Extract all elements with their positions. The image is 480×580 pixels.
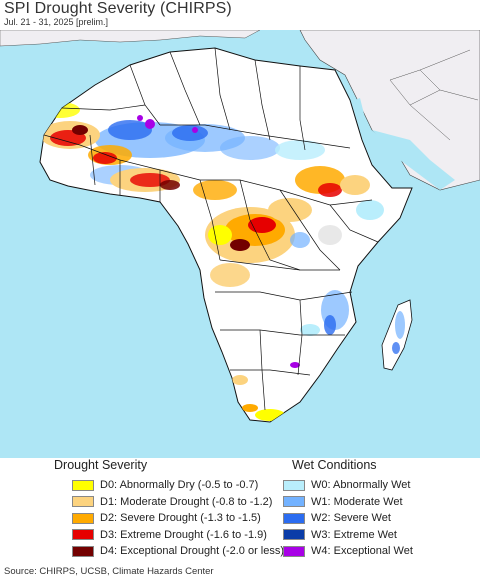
drought-legend-item: D2: Severe Drought (-1.3 to -1.5)	[72, 511, 261, 525]
drought-legend-item: D0: Abnormally Dry (-0.5 to -0.7)	[72, 478, 258, 492]
map-title: SPI Drought Severity (CHIRPS)	[4, 0, 232, 17]
wet-legend-item: W1: Moderate Wet	[283, 495, 403, 509]
wet-swatch	[283, 529, 305, 540]
map-canvas	[0, 30, 480, 423]
africa-spi-map	[0, 30, 480, 458]
wet-legend-label: W1: Moderate Wet	[311, 495, 403, 508]
wet-legend-item: W0: Abnormally Wet	[283, 478, 410, 492]
wet-swatch	[283, 512, 305, 524]
drought-legend-item: D4: Exceptional Drought (-2.0 or less)	[72, 544, 284, 558]
drought-swatch	[72, 545, 94, 557]
source-credit: Source: CHIRPS, UCSB, Climate Hazards Ce…	[4, 566, 214, 577]
wet-swatch	[283, 545, 305, 557]
drought-legend-label: D1: Moderate Drought (-0.8 to -1.2)	[100, 495, 273, 508]
map-subtitle: Jul. 21 - 31, 2025 [prelim.]	[4, 17, 109, 27]
legend-panel: Drought Severity Wet Conditions D0: Abno…	[0, 458, 480, 562]
drought-legend-item: D1: Moderate Drought (-0.8 to -1.2)	[72, 495, 272, 509]
wet-legend-item: W2: Severe Wet	[283, 511, 391, 525]
drought-legend-item: D3: Extreme Drought (-1.6 to -1.9)	[72, 528, 267, 542]
wet-legend-item: W4: Exceptional Wet	[283, 544, 413, 558]
drought-swatch	[72, 496, 94, 507]
madagascar-anomaly	[392, 311, 405, 354]
drought-swatch	[72, 512, 94, 524]
wet-swatch	[283, 479, 305, 491]
drought-legend-label: D3: Extreme Drought (-1.6 to -1.9)	[100, 528, 267, 541]
europe-region	[0, 30, 261, 47]
wet-legend-label: W3: Extreme Wet	[311, 528, 397, 541]
drought-legend-title: Drought Severity	[54, 458, 148, 472]
wet-swatch	[283, 496, 305, 507]
wet-legend-label: W2: Severe Wet	[311, 512, 391, 524]
drought-swatch	[72, 529, 94, 540]
wet-legend-item: W3: Extreme Wet	[283, 528, 397, 542]
drought-legend-label: D0: Abnormally Dry (-0.5 to -0.7)	[100, 479, 259, 491]
middle-east-region	[299, 30, 480, 191]
drought-legend-label: D2: Severe Drought (-1.3 to -1.5)	[100, 512, 261, 524]
drought-swatch	[72, 479, 94, 491]
drought-legend-label: D4: Exceptional Drought (-2.0 or less)	[100, 545, 285, 557]
wet-legend-label: W4: Exceptional Wet	[311, 545, 413, 557]
wet-legend-label: W0: Abnormally Wet	[311, 479, 411, 491]
wet-legend-title: Wet Conditions	[292, 458, 377, 472]
country-borders	[43, 47, 379, 411]
